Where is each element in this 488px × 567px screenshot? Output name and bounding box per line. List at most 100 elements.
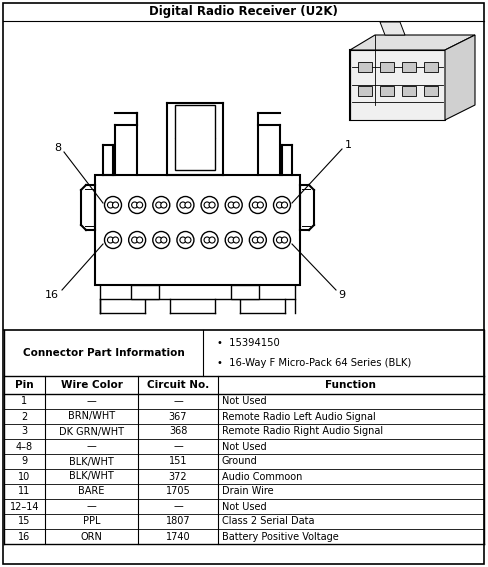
Text: 9: 9 bbox=[21, 456, 27, 467]
Text: 1: 1 bbox=[21, 396, 27, 407]
Text: BARE: BARE bbox=[79, 486, 105, 497]
Text: 4–8: 4–8 bbox=[16, 442, 33, 451]
Circle shape bbox=[156, 202, 162, 208]
Text: —: — bbox=[173, 442, 183, 451]
Text: Circuit No.: Circuit No. bbox=[147, 380, 209, 390]
Bar bbox=[402, 86, 416, 96]
Circle shape bbox=[161, 237, 167, 243]
Circle shape bbox=[129, 197, 145, 214]
Text: 16: 16 bbox=[18, 531, 31, 541]
Polygon shape bbox=[350, 35, 475, 50]
Circle shape bbox=[180, 202, 186, 208]
Bar bbox=[424, 62, 438, 72]
Circle shape bbox=[249, 197, 266, 214]
Circle shape bbox=[249, 231, 266, 248]
Bar bbox=[402, 62, 416, 72]
Polygon shape bbox=[445, 35, 475, 120]
Text: 1705: 1705 bbox=[165, 486, 190, 497]
Circle shape bbox=[277, 237, 283, 243]
Text: —: — bbox=[173, 396, 183, 407]
Polygon shape bbox=[350, 50, 445, 120]
Text: Connector Part Information: Connector Part Information bbox=[23, 348, 184, 358]
Circle shape bbox=[225, 231, 242, 248]
Text: BRN/WHT: BRN/WHT bbox=[68, 412, 115, 421]
Text: Digital Radio Receiver (U2K): Digital Radio Receiver (U2K) bbox=[148, 6, 337, 19]
Text: —: — bbox=[87, 501, 97, 511]
Circle shape bbox=[153, 197, 170, 214]
Circle shape bbox=[153, 231, 170, 248]
Bar bbox=[131, 285, 159, 299]
Circle shape bbox=[180, 237, 186, 243]
Circle shape bbox=[273, 231, 290, 248]
Text: BLK/WHT: BLK/WHT bbox=[69, 472, 114, 481]
Bar bbox=[424, 86, 438, 96]
Circle shape bbox=[228, 202, 234, 208]
Text: Audio Commoon: Audio Commoon bbox=[222, 472, 302, 481]
Text: 1740: 1740 bbox=[166, 531, 190, 541]
Circle shape bbox=[161, 202, 167, 208]
Text: ORN: ORN bbox=[81, 531, 102, 541]
Text: PPL: PPL bbox=[83, 517, 101, 527]
Circle shape bbox=[104, 197, 122, 214]
Text: •  15394150: • 15394150 bbox=[217, 338, 280, 348]
Text: Ground: Ground bbox=[222, 456, 257, 467]
Circle shape bbox=[228, 237, 234, 243]
Bar bbox=[231, 285, 259, 299]
Text: 2: 2 bbox=[21, 412, 27, 421]
Circle shape bbox=[252, 202, 258, 208]
Text: Battery Positive Voltage: Battery Positive Voltage bbox=[222, 531, 338, 541]
Circle shape bbox=[201, 197, 218, 214]
Bar bbox=[358, 86, 372, 96]
Text: 3: 3 bbox=[21, 426, 27, 437]
Circle shape bbox=[282, 237, 287, 243]
Text: 368: 368 bbox=[169, 426, 187, 437]
Text: —: — bbox=[173, 501, 183, 511]
Text: Not Used: Not Used bbox=[222, 442, 266, 451]
Text: 1: 1 bbox=[345, 140, 351, 150]
Circle shape bbox=[137, 237, 142, 243]
Circle shape bbox=[107, 202, 114, 208]
Circle shape bbox=[252, 237, 258, 243]
Text: 12–14: 12–14 bbox=[10, 501, 39, 511]
Text: —: — bbox=[87, 442, 97, 451]
Circle shape bbox=[137, 202, 142, 208]
Bar bbox=[95, 175, 300, 285]
Text: 15: 15 bbox=[18, 517, 31, 527]
Bar bbox=[358, 62, 372, 72]
Text: 372: 372 bbox=[169, 472, 187, 481]
Circle shape bbox=[273, 197, 290, 214]
Text: Not Used: Not Used bbox=[222, 396, 266, 407]
Circle shape bbox=[233, 202, 239, 208]
Circle shape bbox=[185, 202, 191, 208]
Circle shape bbox=[209, 202, 215, 208]
Circle shape bbox=[233, 237, 239, 243]
Bar bbox=[380, 62, 394, 72]
Circle shape bbox=[132, 202, 138, 208]
Text: •  16-Way F Micro-Pack 64 Series (BLK): • 16-Way F Micro-Pack 64 Series (BLK) bbox=[217, 358, 411, 368]
Text: 8: 8 bbox=[55, 143, 61, 153]
Text: BLK/WHT: BLK/WHT bbox=[69, 456, 114, 467]
Circle shape bbox=[204, 237, 210, 243]
Text: —: — bbox=[87, 396, 97, 407]
Circle shape bbox=[277, 202, 283, 208]
Circle shape bbox=[177, 231, 194, 248]
Text: 367: 367 bbox=[169, 412, 187, 421]
Text: 11: 11 bbox=[18, 486, 31, 497]
Circle shape bbox=[185, 237, 191, 243]
Text: 151: 151 bbox=[169, 456, 187, 467]
Text: 10: 10 bbox=[18, 472, 31, 481]
Circle shape bbox=[107, 237, 114, 243]
Text: 1807: 1807 bbox=[166, 517, 190, 527]
Circle shape bbox=[132, 237, 138, 243]
Polygon shape bbox=[380, 22, 405, 35]
Circle shape bbox=[201, 231, 218, 248]
Circle shape bbox=[282, 202, 287, 208]
Circle shape bbox=[257, 202, 264, 208]
Text: DK GRN/WHT: DK GRN/WHT bbox=[59, 426, 124, 437]
Text: Wire Color: Wire Color bbox=[61, 380, 122, 390]
Text: 9: 9 bbox=[339, 290, 346, 300]
Text: Function: Function bbox=[325, 380, 376, 390]
Text: Drain Wire: Drain Wire bbox=[222, 486, 273, 497]
Circle shape bbox=[112, 202, 119, 208]
Circle shape bbox=[204, 202, 210, 208]
